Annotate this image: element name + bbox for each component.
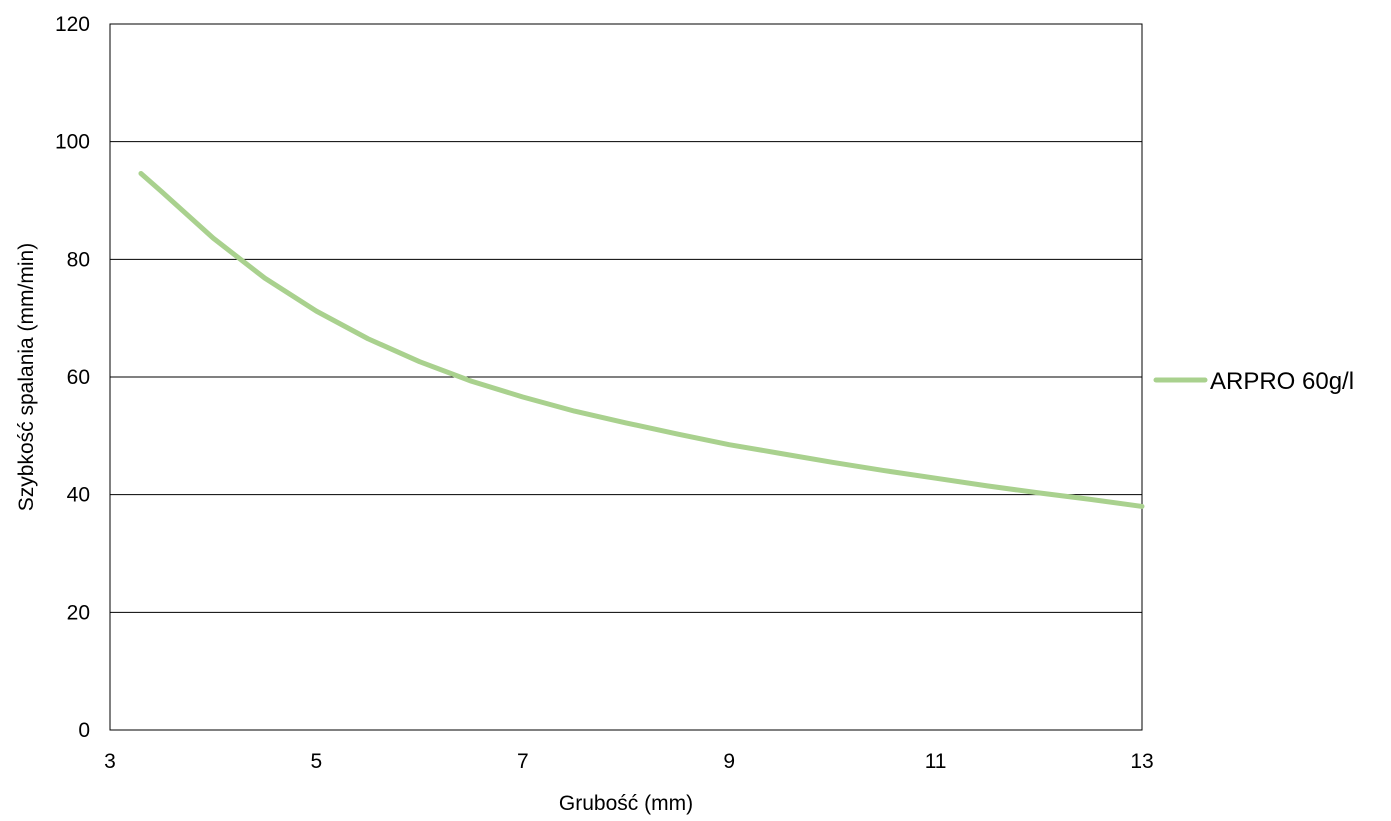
x-axis-tick-labels: 3 5 7 9 11 13: [104, 750, 1154, 773]
series-line-0: [138, 170, 1145, 509]
legend-label-arpro-60g-l: ARPRO 60g/l: [1210, 368, 1354, 395]
y-axis-title: Szybkość spalania (mm/min): [15, 243, 38, 511]
x-tick-label-7: 7: [517, 750, 529, 773]
gridlines: [110, 141, 1142, 613]
x-axis-title: Grubość (mm): [559, 792, 693, 815]
x-tick-label-9: 9: [723, 750, 735, 773]
y-tick-label-40: 40: [67, 484, 90, 507]
y-tick-label-20: 20: [67, 601, 90, 624]
x-tick-label-3: 3: [104, 750, 116, 773]
y-axis-tick-labels: 0 20 40 60 80 100 120: [55, 13, 90, 742]
y-tick-label-80: 80: [67, 248, 90, 271]
x-tick-label-13: 13: [1130, 750, 1153, 773]
legend: ARPRO 60g/l: [1153, 368, 1354, 395]
x-tick-label-5: 5: [311, 750, 323, 773]
plot-area-frame: [109, 23, 1143, 731]
y-tick-label-0: 0: [78, 719, 90, 742]
y-tick-label-60: 60: [67, 366, 90, 389]
x-tick-label-11: 11: [925, 750, 947, 773]
y-tick-label-100: 100: [55, 131, 90, 154]
series-layer: [138, 170, 1145, 509]
y-tick-label-120: 120: [55, 13, 90, 36]
